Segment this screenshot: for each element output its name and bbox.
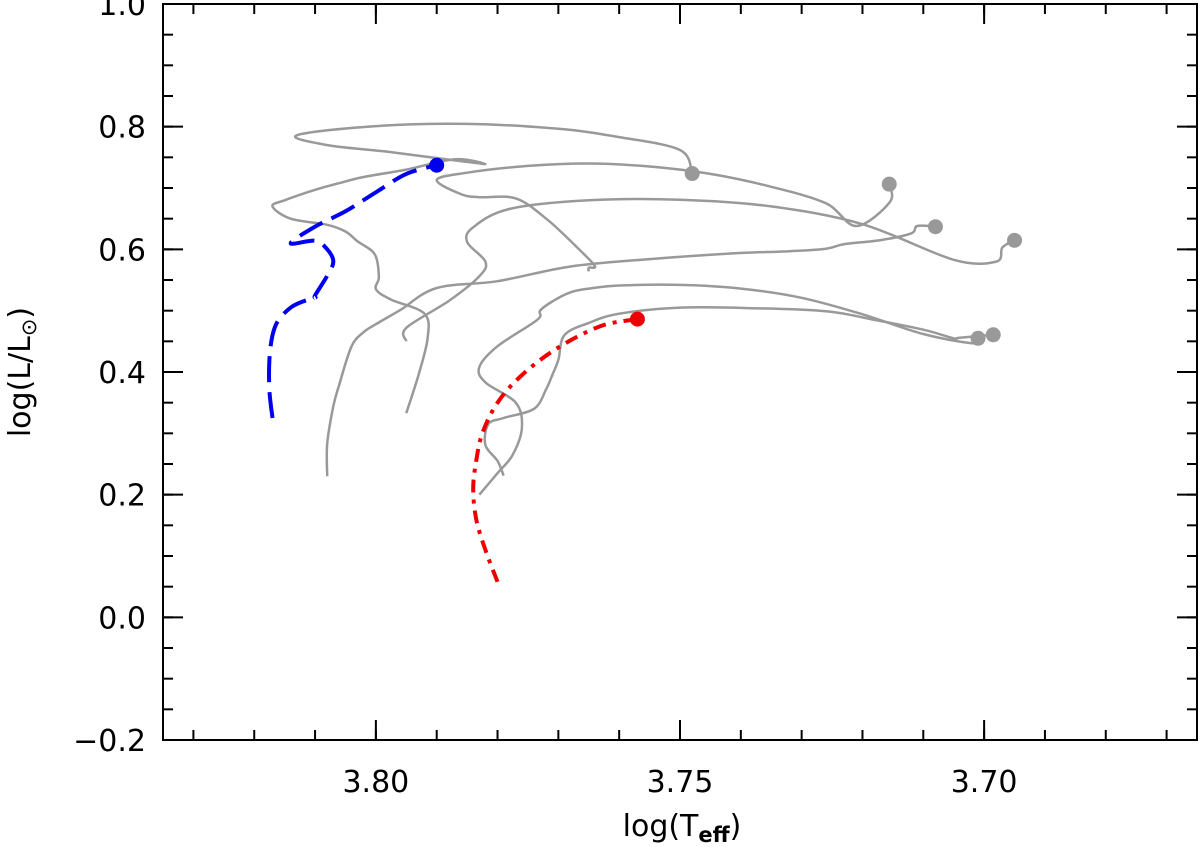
plot-frame	[162, 3, 1198, 741]
grey-end-marker	[684, 166, 700, 182]
grey-track	[435, 162, 894, 272]
blue-end-marker	[429, 157, 445, 173]
grey-end-marker	[985, 327, 1001, 343]
x-tick-label: 3.70	[951, 765, 1018, 800]
blue-track	[267, 163, 438, 419]
grey-end-marker	[1007, 232, 1023, 248]
grey-track	[271, 122, 694, 414]
red-track	[471, 317, 638, 583]
ticks-layer	[163, 3, 1197, 741]
grey-track	[483, 305, 994, 477]
tick-labels-layer: 3.80 3.75 3.70 −0.2 0.0 0.2 0.4 0.6 0.8 1.0	[73, 0, 1017, 800]
grey-track	[325, 224, 936, 477]
grey-end-marker	[927, 219, 943, 235]
x-tick-label: 3.75	[647, 765, 714, 800]
grey-end-marker	[970, 330, 986, 346]
series-layer	[267, 122, 1023, 583]
x-axis-title: log(Teff)	[623, 809, 742, 847]
grey-track	[401, 197, 1016, 342]
y-tick-label: −0.2	[73, 724, 146, 759]
x-tick-label: 3.80	[342, 765, 409, 800]
y-tick-label: 0.6	[98, 233, 146, 268]
y-tick-label: 1.0	[98, 0, 146, 23]
grey-end-marker	[881, 176, 897, 192]
y-tick-label: 0.4	[98, 356, 146, 391]
y-tick-label: 0.8	[98, 111, 146, 146]
y-tick-label: 0.2	[98, 479, 146, 514]
red-end-marker	[629, 311, 645, 327]
y-tick-label: 0.0	[98, 601, 146, 636]
y-axis-title: log(L/L⊙)	[3, 307, 41, 437]
grey-track	[477, 283, 980, 496]
